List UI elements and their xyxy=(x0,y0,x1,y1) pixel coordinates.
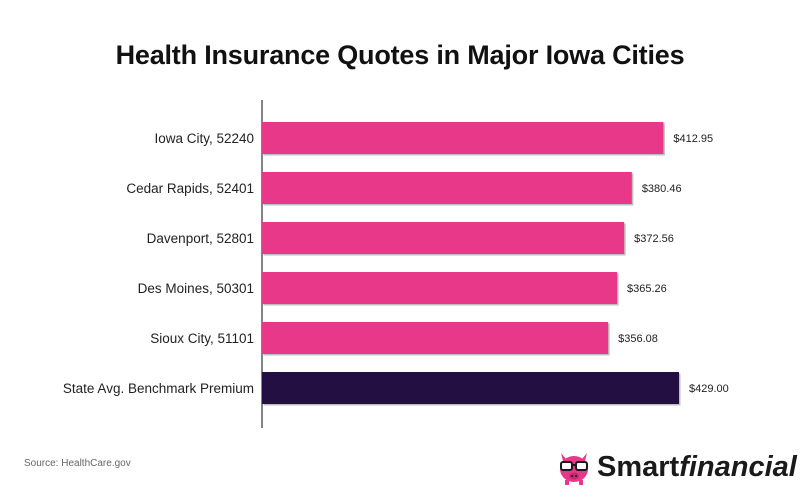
chart-title: Health Insurance Quotes in Major Iowa Ci… xyxy=(115,40,685,70)
value-label: $380.46 xyxy=(642,183,682,195)
category-label: Des Moines, 50301 xyxy=(138,281,254,296)
value-label: $412.95 xyxy=(673,133,713,145)
value-label: $429.00 xyxy=(689,383,729,395)
category-label: Cedar Rapids, 52401 xyxy=(126,181,254,196)
category-label: Iowa City, 52240 xyxy=(154,131,254,146)
bar xyxy=(262,322,609,354)
category-label: Sioux City, 51101 xyxy=(150,331,254,346)
value-label: $356.08 xyxy=(618,333,658,345)
bar xyxy=(262,122,664,154)
value-label: $372.56 xyxy=(634,233,674,245)
bar xyxy=(262,172,632,204)
value-label: $365.26 xyxy=(627,283,667,295)
brand-wordmark: Smartfinancial xyxy=(597,450,797,483)
bar xyxy=(262,272,618,304)
bar xyxy=(262,372,679,404)
brand-logo: Smartfinancial xyxy=(557,447,797,487)
bar xyxy=(262,222,625,254)
category-label: State Avg. Benchmark Premium xyxy=(63,381,254,396)
piggy-glasses-icon xyxy=(560,453,588,485)
source-note: Source: HealthCare.gov xyxy=(24,458,131,469)
category-label: Davenport, 52801 xyxy=(147,231,254,246)
